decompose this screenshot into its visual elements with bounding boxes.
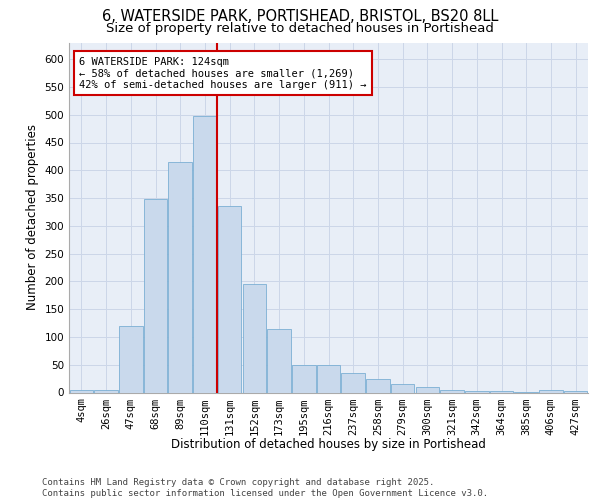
Bar xyxy=(193,116,217,392)
Y-axis label: Number of detached properties: Number of detached properties xyxy=(26,124,39,310)
Bar xyxy=(317,364,340,392)
Bar xyxy=(366,378,389,392)
Bar xyxy=(341,373,365,392)
Bar xyxy=(268,328,291,392)
Bar xyxy=(465,391,488,392)
Text: Size of property relative to detached houses in Portishead: Size of property relative to detached ho… xyxy=(106,22,494,35)
Bar xyxy=(218,206,241,392)
Bar xyxy=(539,390,563,392)
Bar xyxy=(242,284,266,393)
Text: 6, WATERSIDE PARK, PORTISHEAD, BRISTOL, BS20 8LL: 6, WATERSIDE PARK, PORTISHEAD, BRISTOL, … xyxy=(102,9,498,24)
Bar xyxy=(416,387,439,392)
Bar xyxy=(94,390,118,392)
Bar xyxy=(391,384,415,392)
Bar xyxy=(440,390,464,392)
Bar xyxy=(292,364,316,392)
X-axis label: Distribution of detached houses by size in Portishead: Distribution of detached houses by size … xyxy=(171,438,486,450)
Bar xyxy=(169,162,192,392)
Bar xyxy=(70,390,93,392)
Text: 6 WATERSIDE PARK: 124sqm
← 58% of detached houses are smaller (1,269)
42% of sem: 6 WATERSIDE PARK: 124sqm ← 58% of detach… xyxy=(79,56,367,90)
Bar xyxy=(144,199,167,392)
Text: Contains HM Land Registry data © Crown copyright and database right 2025.
Contai: Contains HM Land Registry data © Crown c… xyxy=(42,478,488,498)
Bar xyxy=(119,326,143,392)
